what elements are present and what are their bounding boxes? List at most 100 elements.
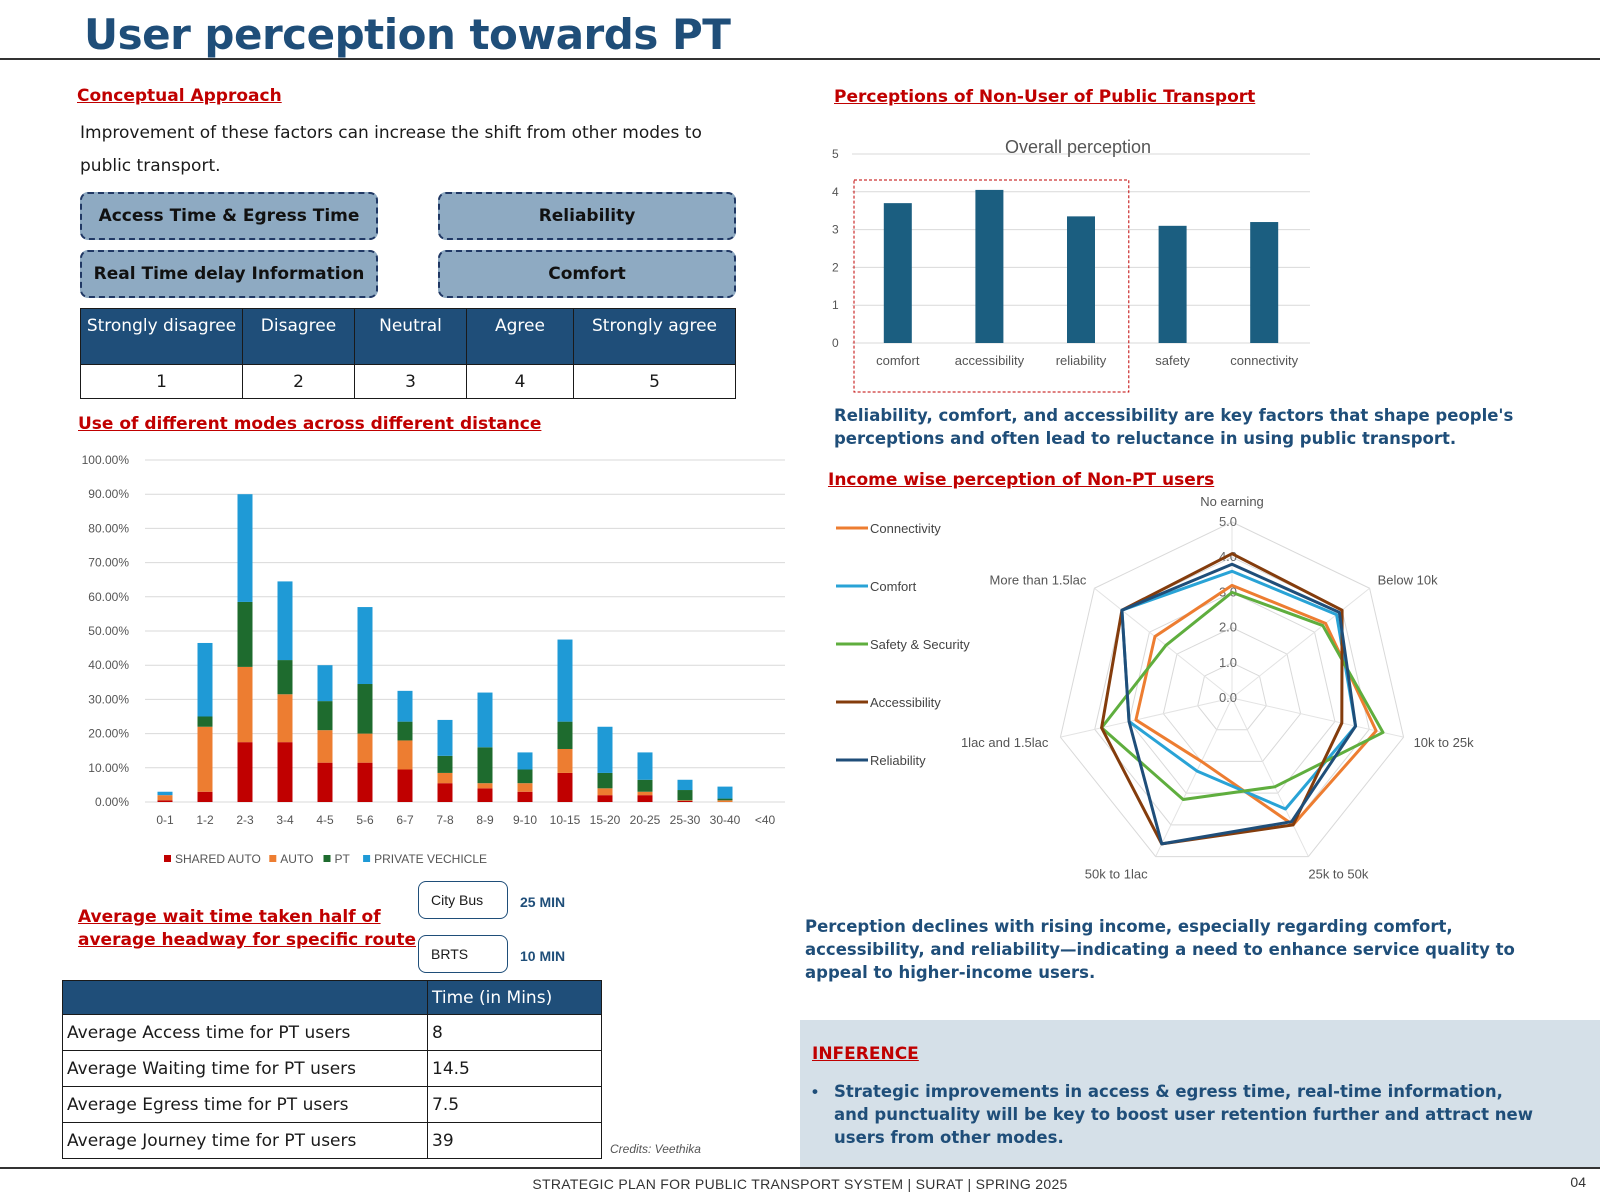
legend-swatch bbox=[363, 855, 371, 862]
city-bus-chip: City Bus bbox=[418, 881, 508, 919]
bar-segment bbox=[517, 752, 533, 770]
radar-axis-label: No earning bbox=[1200, 494, 1264, 509]
bar-segment bbox=[597, 772, 613, 789]
factor-comfort: Comfort bbox=[438, 250, 736, 298]
y-tick-label: 20.00% bbox=[88, 727, 129, 741]
legend-label: Accessibility bbox=[870, 695, 941, 710]
row-label: Average Journey time for PT users bbox=[62, 1122, 428, 1159]
bar-segment bbox=[557, 748, 573, 773]
inference-box bbox=[800, 1020, 1600, 1167]
likert-value: 2 bbox=[242, 364, 355, 399]
y-tick-label: 4 bbox=[832, 185, 839, 199]
legend-label: Safety & Security bbox=[870, 637, 970, 652]
y-tick-label: 90.00% bbox=[88, 487, 129, 501]
row-value: 8 bbox=[427, 1014, 602, 1051]
page-title: User perception towards PT bbox=[84, 10, 731, 59]
table-row: Average Waiting time for PT users 14.5 bbox=[62, 1050, 602, 1087]
bar-segment bbox=[477, 788, 493, 802]
x-tick-label: 6-7 bbox=[396, 813, 414, 827]
overall-perception-chart: 0 1 2 3 4 5 Overall perception comfort accessibi… bbox=[832, 137, 1310, 393]
bar-segment bbox=[357, 733, 373, 763]
x-tick-label: 1-2 bbox=[196, 813, 214, 827]
legend-swatch bbox=[164, 855, 171, 862]
income-note: Perception declines with rising income, … bbox=[805, 917, 1515, 982]
bar-segment bbox=[237, 601, 253, 667]
legend-label: Connectivity bbox=[870, 521, 941, 536]
radar-axis-label: More than 1.5lac bbox=[990, 572, 1087, 587]
x-tick-label: <40 bbox=[755, 813, 776, 827]
radar-grid-ring bbox=[1162, 627, 1302, 762]
bar-segment bbox=[157, 800, 173, 802]
likert-header-strongly-agree: Strongly agree bbox=[573, 308, 736, 365]
table-row: Average Egress time for PT users 7.5 bbox=[62, 1086, 602, 1123]
radar-axis-label: 1lac and 1.5lac bbox=[961, 735, 1049, 750]
likert-scale-table: Strongly disagree Disagree Neutral Agree… bbox=[80, 308, 736, 399]
perception-heading: Perceptions of Non-User of Public Transp… bbox=[834, 87, 1256, 107]
page-number: 04 bbox=[1570, 1174, 1586, 1190]
y-tick-label: 50.00% bbox=[88, 624, 129, 638]
radar-axis-label: 10k to 25k bbox=[1414, 735, 1474, 750]
x-tick-label: 10-15 bbox=[550, 813, 581, 827]
y-tick-label: 0 bbox=[832, 336, 839, 350]
y-tick-label: 0.00% bbox=[95, 795, 129, 809]
pt-time-table: Time (in Mins) Average Access time for P… bbox=[62, 980, 602, 1159]
bar-segment bbox=[437, 719, 453, 756]
radar-spoke bbox=[1231, 697, 1404, 738]
bar-segment bbox=[197, 642, 213, 717]
bar-segment bbox=[517, 791, 533, 802]
factor-reliability: Reliability bbox=[438, 192, 736, 240]
modes-distance-chart: 0.00% 10.00% 20.00% 30.00% 40.00% 50.00% 60.00… bbox=[82, 453, 785, 866]
bullet-icon: • bbox=[812, 1082, 818, 1101]
likert-header-agree: Agree bbox=[466, 308, 574, 365]
bar-segment bbox=[397, 721, 413, 741]
radar-axis-label: 50k to 1lac bbox=[1085, 867, 1148, 880]
bar-segment bbox=[397, 740, 413, 770]
bar-segment bbox=[517, 783, 533, 792]
radar-spoke bbox=[1231, 697, 1309, 857]
x-tick-label: safety bbox=[1155, 353, 1190, 368]
bar-segment bbox=[437, 772, 453, 784]
bar-segment bbox=[557, 721, 573, 749]
x-tick-label: 4-5 bbox=[316, 813, 334, 827]
radar-series bbox=[1100, 590, 1385, 801]
radar-axis-label: 25k to 50k bbox=[1308, 867, 1368, 880]
bar-segment bbox=[397, 769, 413, 802]
x-tick-label: reliability bbox=[1056, 353, 1107, 368]
bar-segment bbox=[357, 762, 373, 802]
likert-value: 4 bbox=[466, 364, 574, 399]
bar-segment bbox=[437, 783, 453, 802]
bar-segment bbox=[157, 795, 173, 801]
y-tick-label: 40.00% bbox=[88, 658, 129, 672]
credits: Credits: Veethika bbox=[610, 1142, 701, 1156]
x-tick-label: 30-40 bbox=[710, 813, 741, 827]
radar-tick-label: 0.0 bbox=[1219, 690, 1237, 705]
conceptual-text-line1: Improvement of these factors can increas… bbox=[80, 123, 702, 143]
bar-segment bbox=[317, 665, 333, 702]
y-tick-label: 10.00% bbox=[88, 761, 129, 775]
inference-text: Strategic improvements in access & egres… bbox=[834, 1082, 1533, 1147]
income-heading: Income wise perception of Non-PT users bbox=[828, 470, 1215, 490]
y-tick-label: 100.00% bbox=[82, 453, 130, 467]
table-row: Average Journey time for PT users 39 bbox=[62, 1122, 602, 1159]
bar-segment bbox=[597, 726, 613, 773]
bar-segment bbox=[477, 692, 493, 748]
y-tick-label: 5 bbox=[832, 147, 839, 161]
wait-time-heading-line2: average headway for specific route bbox=[78, 930, 416, 950]
perception-note: Reliability, comfort, and accessibility … bbox=[834, 406, 1514, 448]
title-divider bbox=[0, 58, 1600, 60]
conceptual-text-line2: public transport. bbox=[80, 156, 221, 176]
y-tick-label: 30.00% bbox=[88, 692, 129, 706]
bar-segment bbox=[597, 788, 613, 796]
bar-segment bbox=[677, 790, 693, 801]
radar-spoke bbox=[1094, 587, 1233, 699]
bar-segment bbox=[237, 666, 253, 743]
likert-header-strongly-disagree: Strongly disagree bbox=[80, 308, 243, 365]
inference-heading: INFERENCE bbox=[812, 1044, 919, 1064]
bar-segment bbox=[677, 779, 693, 791]
row-label: Average Egress time for PT users bbox=[62, 1086, 428, 1123]
bar-segment bbox=[557, 772, 573, 802]
likert-value: 1 bbox=[80, 364, 243, 399]
y-tick-label: 3 bbox=[832, 223, 839, 237]
likert-header-row: Strongly disagree Disagree Neutral Agree… bbox=[80, 308, 736, 365]
likert-header-neutral: Neutral bbox=[354, 308, 467, 365]
